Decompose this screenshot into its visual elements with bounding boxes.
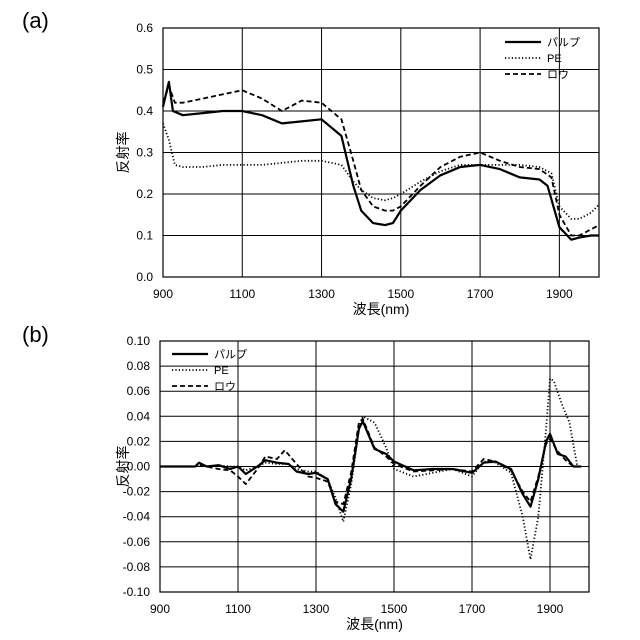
x-tick-label: 1500	[381, 602, 408, 616]
y-tick-label: -0.08	[123, 560, 151, 574]
x-tick-label: 900	[150, 602, 170, 616]
figure-canvas: 900 1100 1300 1500 1700 1900 0.0 0.1 0.2 0.3 0.4 0.…	[0, 0, 640, 640]
series-line-3	[163, 86, 599, 235]
y-tick-label: 0.10	[127, 334, 151, 348]
legend-label: PE	[547, 53, 562, 65]
y-tick-label: -0.10	[123, 585, 151, 599]
y-tick-label: 0.5	[136, 63, 153, 77]
x-tick-label: 1100	[225, 602, 251, 616]
chart-panel-b: 900 1100 1300 1500 1700 1900 -0.10 -0.08 -0.06 -0…	[115, 334, 589, 632]
x-tick-label: 1700	[467, 287, 494, 301]
y-tick-label: 0.0	[136, 270, 153, 284]
legend-label: ロウ	[214, 380, 236, 393]
y-axis-label: 反射率	[115, 132, 131, 174]
legend-label: パルプ	[214, 348, 247, 361]
y-tick-label: 0.6	[136, 21, 153, 35]
y-tick-label: 0.2	[136, 187, 153, 201]
legend-label: ロウ	[547, 68, 569, 81]
legend-label: PE	[214, 365, 229, 377]
y-tick-label: 0.08	[127, 359, 151, 373]
y-tick-label: 0.3	[136, 146, 153, 160]
x-tick-label: 1300	[303, 602, 330, 616]
x-tick-label: 1300	[308, 287, 335, 301]
x-tick-label: 1900	[537, 602, 564, 616]
y-tick-label: 0.06	[127, 384, 151, 398]
y-tick-label: 0.1	[136, 229, 153, 243]
x-tick-label: 1100	[229, 287, 255, 301]
series-line-1	[163, 82, 599, 240]
y-tick-label: 0.4	[136, 104, 153, 118]
y-tick-label: 0.04	[127, 409, 151, 423]
legend-label: パルプ	[547, 36, 580, 49]
x-tick-label: 1500	[387, 287, 414, 301]
y-axis-label: 反射率	[115, 446, 131, 488]
chart-panel-a: 900 1100 1300 1500 1700 1900 0.0 0.1 0.2 0.3 0.4 0.…	[115, 21, 599, 317]
x-axis-label: 波長(nm)	[353, 301, 410, 317]
y-tick-label: -0.04	[123, 510, 151, 524]
series-line-2	[160, 379, 581, 560]
x-tick-label: 900	[153, 287, 173, 301]
x-axis-label: 波長(nm)	[346, 616, 403, 632]
y-tick-label: -0.06	[123, 535, 151, 549]
x-tick-label: 1700	[459, 602, 486, 616]
x-tick-label: 1900	[546, 287, 573, 301]
series-line-2	[163, 123, 599, 218]
